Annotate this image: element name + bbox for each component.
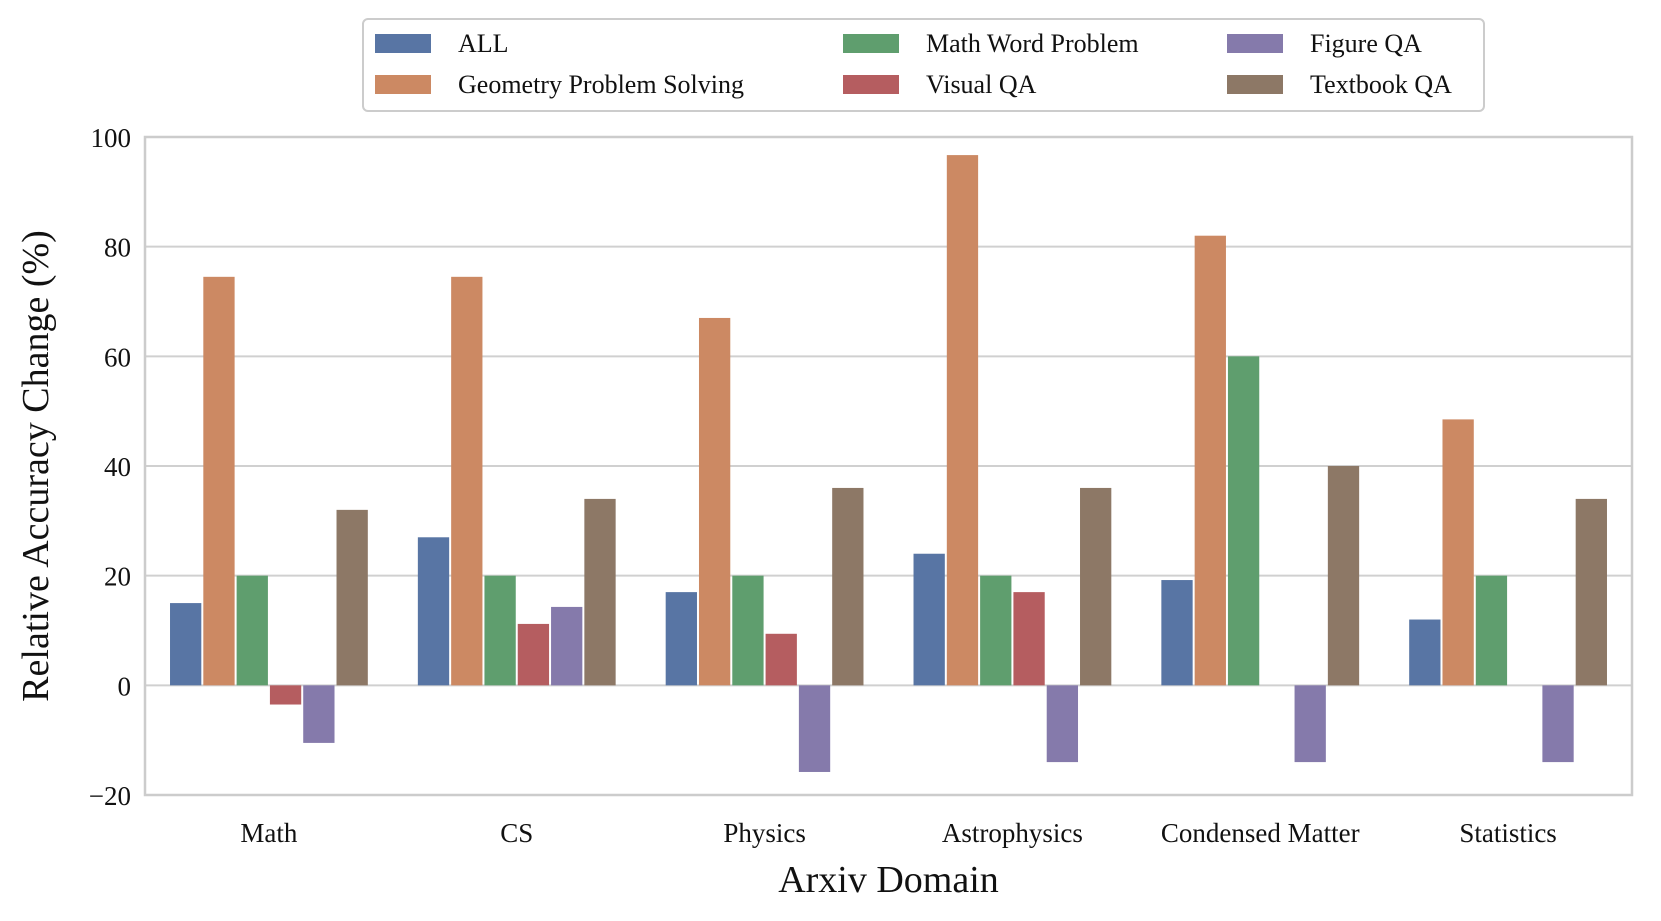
bar [798,685,831,772]
bar [303,685,335,743]
bar [832,487,864,686]
bar [551,606,583,686]
bar [1442,419,1474,686]
bar [1194,235,1226,686]
bar [269,685,302,705]
y-axis-title: Relative Accuracy Change (%) [15,230,57,702]
bar [1409,619,1441,686]
bar [1575,498,1607,686]
legend-swatch [1227,34,1283,53]
bar [517,623,550,686]
bar [1227,356,1260,686]
bar [1327,466,1360,686]
y-tick-label: 20 [104,562,131,592]
y-tick-label: 0 [118,671,132,701]
bar [584,498,616,686]
legend-label: Math Word Problem [926,29,1139,58]
y-tick-label: −20 [89,781,131,811]
bar [236,575,268,686]
y-tick-label: 100 [91,123,132,153]
legend-label: Textbook QA [1310,70,1452,99]
bar [732,575,764,686]
bar [417,537,450,686]
y-tick-label: 80 [104,233,131,263]
bar [765,633,797,686]
x-tick-label: Statistics [1459,818,1557,848]
legend-box [362,18,1485,112]
bar [913,553,945,686]
legend-label: Figure QA [1310,29,1422,58]
y-tick-label: 40 [104,452,131,482]
x-tick-label: Physics [723,818,806,848]
bar [170,603,202,686]
bar [451,276,483,686]
legend-label: ALL [458,29,509,58]
bar [698,317,731,686]
bar [203,276,235,686]
y-tick-label: 60 [104,342,131,372]
legend-swatch [843,34,899,53]
bar [1294,685,1326,763]
bar [1161,580,1193,686]
legend-swatch [1227,75,1283,94]
plot-frame [143,135,1634,797]
bar [484,575,516,686]
legend-label: Visual QA [926,70,1037,99]
bar [1013,592,1045,686]
legend-swatch [843,75,899,94]
bar [1046,685,1079,763]
bar [946,155,979,686]
bar [336,509,368,686]
legend-label: Geometry Problem Solving [458,70,744,99]
bar [1080,487,1112,686]
bar [665,592,697,686]
x-tick-label: Math [240,818,297,848]
x-tick-label: Astrophysics [942,818,1083,848]
bar [980,575,1012,686]
x-axis-title: Arxiv Domain [778,859,999,901]
bar [1475,575,1508,686]
bar [1542,685,1574,763]
x-tick-label: CS [500,818,533,848]
legend-swatch [375,75,431,94]
x-tick-label: Condensed Matter [1161,818,1360,848]
legend-swatch [375,34,431,53]
